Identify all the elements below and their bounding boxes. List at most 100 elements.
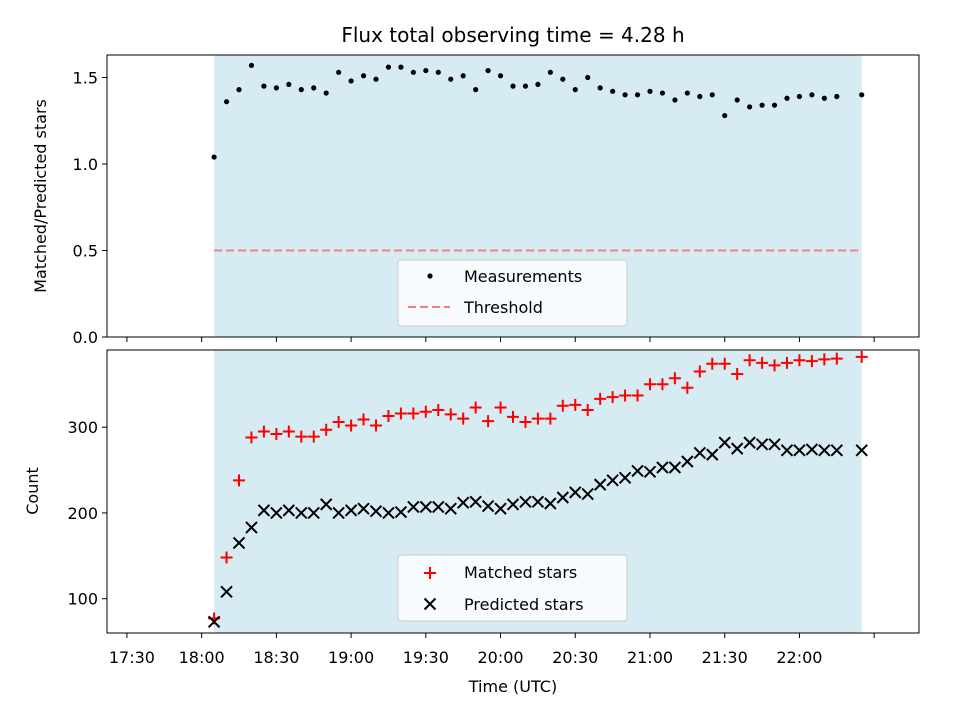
measurement-point — [759, 102, 765, 108]
predicted-star-point — [307, 506, 320, 520]
matched-star-point — [382, 410, 395, 423]
measurement-point — [821, 95, 827, 101]
matched-star-point — [793, 354, 806, 367]
matched-star-point — [419, 405, 432, 418]
measurement-point — [497, 73, 504, 79]
measurement-points — [211, 62, 865, 160]
measurement-point — [473, 87, 479, 93]
top-y-ticks: 0.0 0.5 1.0 1.5 — [73, 68, 107, 347]
predicted-star-point — [257, 504, 271, 517]
predicted-star-point — [282, 504, 296, 517]
predicted-star-point — [544, 497, 557, 510]
measurement-point — [248, 62, 255, 68]
measurement-point — [373, 76, 379, 82]
measurement-point — [336, 69, 342, 75]
matched-star-point — [469, 401, 482, 414]
measurement-point — [585, 74, 591, 81]
bottom-y-tick-label: 300 — [67, 418, 98, 437]
matched-star-point — [594, 392, 607, 405]
measurement-point — [796, 93, 803, 100]
predicted-star-point — [569, 486, 582, 499]
matched-star-point — [407, 407, 420, 420]
measurement-point — [597, 85, 603, 91]
matched-star-point — [731, 368, 744, 381]
predicted-star-point — [755, 438, 769, 451]
matched-star-point — [257, 425, 270, 438]
predicted-star-point — [581, 487, 594, 501]
predicted-star-point — [519, 495, 532, 508]
predicted-star-point — [270, 506, 283, 520]
measurement-point — [572, 87, 578, 93]
x-tick-label: 18:00 — [179, 648, 225, 667]
x-tick-label: 17:30 — [109, 648, 155, 667]
x-tick-label: 20:30 — [552, 648, 598, 667]
measurement-point — [659, 90, 666, 96]
matched-star-point — [581, 404, 594, 417]
predicted-star-point — [631, 464, 644, 478]
measurement-point — [747, 104, 753, 110]
legend-matched-marker — [424, 567, 436, 579]
matched-star-point — [569, 398, 582, 411]
matched-star-point — [245, 431, 258, 444]
predicted-star-point — [419, 500, 433, 514]
measurement-point — [348, 78, 354, 84]
measurement-point — [684, 90, 690, 96]
measurement-point — [672, 97, 678, 103]
predicted-star-point — [531, 495, 545, 508]
top-y-tick-label: 1.5 — [73, 68, 98, 87]
matched-star-point — [556, 399, 569, 412]
measurement-point — [784, 95, 790, 101]
matched-star-point — [357, 413, 370, 426]
matched-star-point — [531, 412, 544, 425]
matched-star-point — [394, 407, 407, 420]
predicted-star-point — [730, 442, 744, 455]
measurement-point — [460, 73, 466, 79]
matched-star-point — [805, 355, 818, 368]
predicted-star-point — [743, 436, 756, 449]
x-tick-label: 21:00 — [627, 648, 673, 667]
legend-predicted-label: Predicted stars — [464, 595, 584, 614]
x-tick-label: 22:00 — [776, 648, 822, 667]
predicted-star-point — [456, 496, 470, 509]
predicted-star-point — [818, 444, 831, 457]
predicted-star-point — [494, 502, 507, 515]
measurement-point — [647, 88, 653, 94]
top-y-tick-label: 0.0 — [73, 328, 98, 347]
top-legend: Measurements Threshold — [397, 259, 628, 327]
matched-star-point — [830, 352, 843, 365]
matched-star-point — [693, 365, 706, 378]
predicted-star-point — [718, 436, 731, 449]
predicted-star-point — [245, 521, 258, 534]
bottom-y-tick-label: 100 — [67, 590, 98, 609]
predicted-star-point — [643, 465, 657, 478]
matched-star-point — [370, 419, 383, 432]
x-axis-label: Time (UTC) — [468, 677, 557, 696]
measurement-point — [809, 92, 815, 98]
matched-star-point — [432, 404, 445, 417]
predicted-star-point — [207, 615, 221, 629]
predicted-star-point — [793, 444, 806, 457]
measurement-point — [273, 85, 279, 91]
matched-star-point — [220, 551, 233, 564]
x-tick-label: 19:00 — [328, 648, 374, 667]
predicted-star-point — [668, 461, 682, 474]
predicted-star-point — [618, 471, 632, 484]
matched-star-point — [619, 389, 632, 402]
measurement-point — [722, 112, 728, 119]
predicted-star-point — [444, 502, 457, 515]
matched-star-point — [332, 416, 345, 429]
measurement-point — [485, 67, 491, 74]
predicted-star-point — [805, 443, 819, 456]
matched-star-point — [482, 415, 495, 428]
predicted-star-point — [506, 498, 520, 511]
predicted-star-point — [319, 498, 333, 511]
measurement-point — [610, 88, 616, 94]
predicted-star-point — [295, 506, 308, 520]
measurement-point — [547, 69, 553, 75]
measurement-point — [223, 99, 230, 105]
matched-star-point — [855, 350, 868, 363]
matched-star-point — [457, 412, 470, 425]
top-panel: 0.0 0.5 1.0 1.5 Flux total observing time =… — [31, 23, 920, 347]
matched-star-point — [295, 430, 308, 443]
predicted-star-point — [481, 499, 495, 513]
